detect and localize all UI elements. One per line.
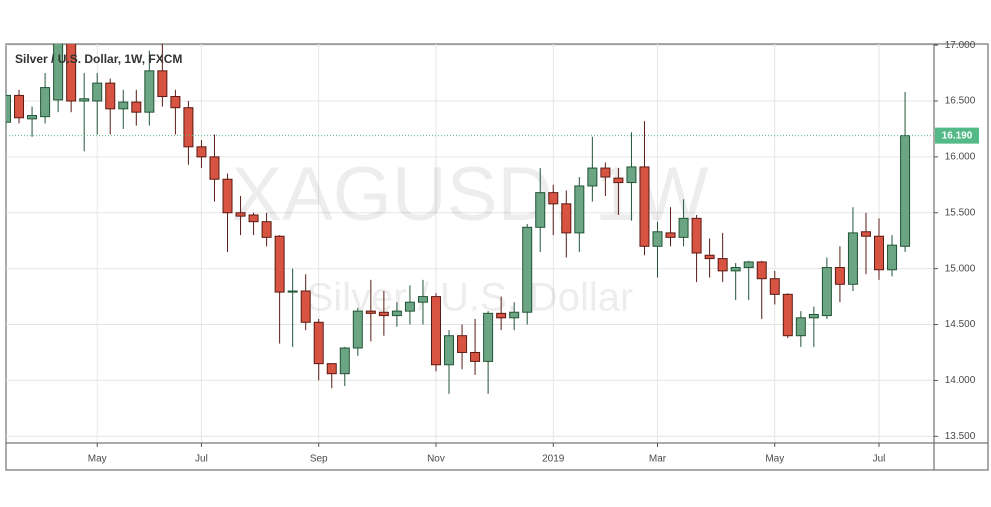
y-tick-label: 13.500 [945, 431, 976, 442]
candle-body [391, 310, 402, 317]
candle-body [287, 290, 298, 293]
candle-body [66, 44, 77, 102]
candle-body [795, 317, 806, 337]
candle-body [444, 335, 455, 366]
candle-body [404, 301, 415, 312]
candle-body [548, 192, 559, 205]
candle-body [326, 363, 337, 375]
candle-body [834, 267, 845, 285]
candle-body [483, 312, 494, 362]
x-tick-label: Sep [310, 454, 328, 465]
candle-body [691, 217, 702, 254]
price-label-box [935, 127, 979, 144]
y-tick-label: 16.500 [945, 96, 976, 107]
candle-body [313, 321, 324, 365]
candle-body [365, 310, 376, 314]
x-tick-label: May [88, 454, 107, 465]
candle-body [248, 214, 259, 223]
candle-body [417, 296, 428, 303]
candle-body [352, 310, 363, 349]
candle-body [144, 70, 155, 113]
candle-body [222, 178, 233, 214]
chart-title: Silver / U.S. Dollar, 1W, FXCM [15, 52, 182, 66]
candle-body [860, 231, 871, 237]
candle-body [522, 226, 533, 313]
y-tick-label: 14.500 [945, 319, 976, 330]
x-tick-label: May [765, 454, 784, 465]
candle-body [6, 94, 11, 123]
candle-body [678, 217, 689, 238]
candle-body [40, 87, 51, 118]
y-tick-label: 17.000 [945, 40, 976, 51]
candle-body [300, 290, 311, 323]
x-tick-label: Jul [873, 454, 886, 465]
candle-body [821, 267, 832, 317]
candle-body [235, 212, 246, 217]
candle-body [339, 347, 350, 375]
candle-body [808, 313, 819, 319]
y-tick-label: 15.500 [945, 207, 976, 218]
y-tick-label: 16.000 [945, 152, 976, 163]
candle-body [743, 261, 754, 269]
candle-body [900, 135, 911, 247]
candle-body [261, 221, 272, 238]
candle-body [509, 311, 520, 319]
candle-body [535, 192, 546, 228]
chart-frame [5, 43, 989, 471]
candle-body [887, 244, 898, 271]
candle-body [626, 166, 637, 184]
candle-body [14, 94, 25, 119]
candle-body [574, 185, 585, 234]
candle-body [131, 101, 142, 113]
x-tick-label: Jul [195, 454, 208, 465]
candle-body [196, 146, 207, 158]
candle-body [92, 82, 103, 102]
candle-body [600, 167, 611, 178]
candle-body [170, 96, 181, 109]
candle-body [613, 177, 624, 184]
candle-body [704, 254, 715, 260]
candle-body [730, 267, 741, 272]
y-tick-label: 15.000 [945, 263, 976, 274]
candle-body [587, 167, 598, 187]
candle-body [756, 261, 767, 280]
candle-body [717, 258, 728, 272]
price-label: 16.190 [942, 130, 973, 141]
candle-body [847, 232, 858, 285]
candle-body [378, 311, 389, 317]
candle-body [53, 44, 64, 101]
candle-body [118, 101, 129, 110]
candle-body [639, 166, 650, 247]
candle-body [496, 312, 507, 319]
y-tick-label: 14.000 [945, 375, 976, 386]
candle-body [79, 98, 90, 102]
candle-body [874, 235, 885, 271]
watermark: XAGUSD, 1W [231, 152, 708, 237]
candle-body [782, 293, 793, 337]
x-tick-label: Mar [649, 454, 667, 465]
candle-body [157, 70, 168, 98]
candle-body [209, 156, 220, 180]
candle-body [652, 231, 663, 247]
candle-body [457, 335, 468, 353]
candle-body [274, 235, 285, 293]
candle-body [105, 82, 116, 110]
candle-body [430, 296, 441, 366]
candle-body [470, 351, 481, 362]
x-tick-label: Nov [427, 454, 445, 465]
candle-body [561, 203, 572, 234]
candle-body [183, 107, 194, 148]
candle-body [769, 278, 780, 295]
candle-body [665, 232, 676, 238]
candle-body [27, 115, 38, 120]
x-tick-label: 2019 [542, 454, 565, 465]
